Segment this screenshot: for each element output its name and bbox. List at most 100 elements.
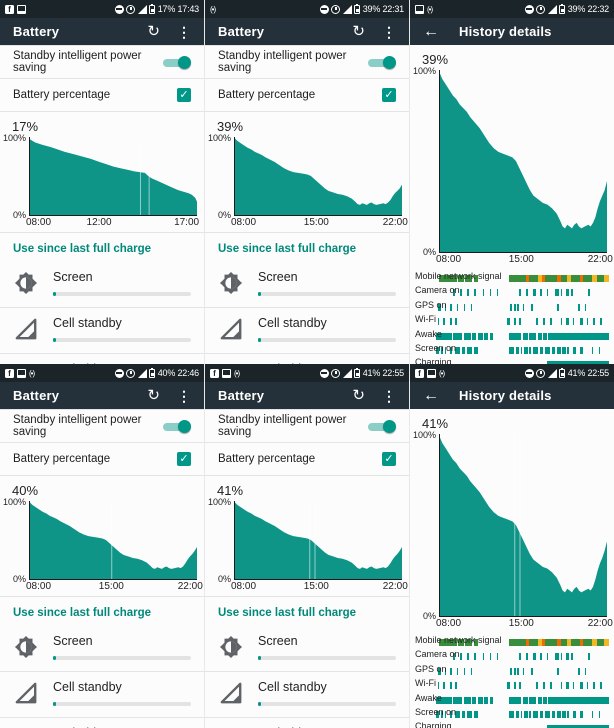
chart-area: 100% 0%: [0, 133, 197, 220]
back-arrow-icon[interactable]: ←: [423, 386, 439, 404]
standby-power-saving-row[interactable]: Standby intelligent power saving: [205, 409, 409, 443]
battery-percentage-checkbox[interactable]: ✓: [177, 88, 191, 102]
standby-power-saving-row[interactable]: Standby intelligent power saving: [0, 45, 204, 79]
toggle-track: [368, 58, 394, 67]
cell-icon: [218, 316, 244, 342]
x-axis-tick: 22:00: [587, 254, 613, 265]
overflow-menu-icon[interactable]: ⋮: [177, 387, 191, 404]
screenshot-icon: [17, 368, 26, 378]
usage-body: Android OS: [258, 726, 396, 728]
usage-row-cell-standby[interactable]: Cell standby: [0, 307, 204, 353]
hotspot-icon: (•): [29, 368, 35, 378]
y-axis-min-label: 0%: [217, 574, 231, 584]
battery-screen-panel: f 17% 17:43 Battery ↻ ⋮ Standby intellig…: [0, 0, 204, 364]
standby-power-saving-toggle[interactable]: [366, 419, 396, 433]
timeline-segment: [442, 682, 445, 690]
timeline-segment: [513, 303, 516, 311]
battery-percentage-label: Battery percentage: [218, 453, 316, 465]
timeline-segment: [444, 710, 447, 718]
y-axis-min-label: 0%: [422, 611, 436, 621]
usage-row-screen[interactable]: Screen: [205, 626, 409, 671]
timeline-segment: [455, 710, 461, 718]
timeline-segment: [543, 682, 545, 690]
battery-history-chart[interactable]: 40% 100% 0% 08:00 15:00 22:00: [0, 476, 204, 594]
battery-percentage-row[interactable]: Battery percentage ✓: [205, 79, 409, 112]
do-not-disturb-icon: [114, 4, 124, 14]
usage-row-cell-standby[interactable]: Cell standby: [0, 671, 204, 717]
timeline-segment: [579, 318, 584, 326]
timeline-segment: [532, 289, 537, 297]
battery-icon: [559, 3, 566, 14]
screenshot-icon: [222, 368, 231, 378]
overflow-menu-icon[interactable]: ⋮: [382, 387, 396, 404]
usage-row-android-os[interactable]: Android OS: [0, 717, 204, 728]
usage-row-screen[interactable]: Screen: [205, 262, 409, 307]
battery-percentage-row[interactable]: Battery percentage ✓: [0, 79, 204, 112]
timeline-segment: [489, 653, 492, 661]
refresh-icon[interactable]: ↻: [147, 23, 160, 40]
signal-icon: [137, 4, 147, 14]
standby-power-saving-toggle[interactable]: [161, 55, 191, 69]
battery-percentage-checkbox[interactable]: ✓: [177, 452, 191, 466]
back-arrow-icon[interactable]: ←: [423, 22, 439, 40]
timeline-track: [436, 332, 609, 340]
battery-percentage-label: Battery percentage: [13, 453, 111, 465]
timeline-segment: [572, 682, 575, 690]
battery-screen-panel: (•) 39% 22:31 Battery ↻ ⋮ Standby intell…: [205, 0, 409, 364]
status-bar: f (•) 40% 22:46: [0, 364, 204, 382]
timeline-track: [436, 639, 609, 646]
battery-percentage-row[interactable]: Battery percentage ✓: [0, 443, 204, 476]
usage-row-android-os[interactable]: Android OS: [0, 353, 204, 364]
timeline-segment: [538, 275, 542, 282]
timeline-segment: [517, 303, 520, 311]
timeline-segment: [467, 710, 473, 718]
timeline-segment: [449, 682, 452, 690]
timeline-row-charging: Charging: [410, 720, 614, 728]
usage-row-android-os[interactable]: Android OS: [205, 717, 409, 728]
timeline-segment: [551, 346, 556, 354]
battery-history-chart[interactable]: 39% 100% 0% 08:00 15:00 22:00: [205, 112, 409, 230]
refresh-icon[interactable]: ↻: [352, 387, 365, 404]
timeline-segment: [484, 332, 488, 340]
overflow-menu-icon[interactable]: ⋮: [177, 23, 191, 40]
battery-percentage-checkbox[interactable]: ✓: [382, 88, 396, 102]
standby-power-saving-toggle[interactable]: [366, 55, 396, 69]
usage-row-android-os[interactable]: Android OS: [205, 353, 409, 364]
timeline-segment: [496, 653, 499, 661]
timeline-segment: [465, 275, 473, 282]
refresh-icon[interactable]: ↻: [352, 23, 365, 40]
standby-power-saving-row[interactable]: Standby intelligent power saving: [0, 409, 204, 443]
timeline-segment: [463, 332, 471, 340]
standby-power-saving-row[interactable]: Standby intelligent power saving: [205, 45, 409, 79]
usage-progress-fill: [258, 338, 262, 342]
overflow-menu-icon[interactable]: ⋮: [382, 23, 396, 40]
timeline-segment: [477, 696, 483, 704]
current-battery-percent: 40%: [12, 483, 39, 498]
page-title: Battery: [13, 24, 60, 39]
timeline-label: Mobile network signal: [415, 271, 502, 281]
battery-history-chart[interactable]: 17% 100% 0% 08:00 12:00 17:00: [0, 112, 204, 230]
timeline-segment: [557, 710, 561, 718]
timeline-row-camera-on: Camera on: [410, 284, 614, 298]
x-axis-tick: 22:00: [587, 618, 613, 629]
usage-list: Screen Cell standby Android OS: [0, 262, 204, 364]
screen-icon: [218, 270, 244, 296]
timeline-track: [436, 289, 609, 297]
chart-area: 100% 0%: [205, 133, 402, 220]
battery-percentage-row[interactable]: Battery percentage ✓: [205, 443, 409, 476]
usage-row-screen[interactable]: Screen: [0, 626, 204, 671]
battery-history-chart[interactable]: 41% 100% 0% 08:00 15:00 22:00: [205, 476, 409, 594]
timeline-track: [436, 346, 609, 354]
standby-power-saving-toggle[interactable]: [161, 419, 191, 433]
battery-area-chart: [29, 137, 197, 216]
facebook-icon: f: [210, 368, 219, 378]
x-axis-tick: 08:00: [436, 254, 462, 265]
usage-row-cell-standby[interactable]: Cell standby: [205, 671, 409, 717]
battery-percentage-checkbox[interactable]: ✓: [382, 452, 396, 466]
current-battery-percent: 17%: [12, 119, 39, 134]
usage-row-screen[interactable]: Screen: [0, 262, 204, 307]
timeline-segment: [539, 289, 542, 297]
usage-row-cell-standby[interactable]: Cell standby: [205, 307, 409, 353]
refresh-icon[interactable]: ↻: [147, 387, 160, 404]
